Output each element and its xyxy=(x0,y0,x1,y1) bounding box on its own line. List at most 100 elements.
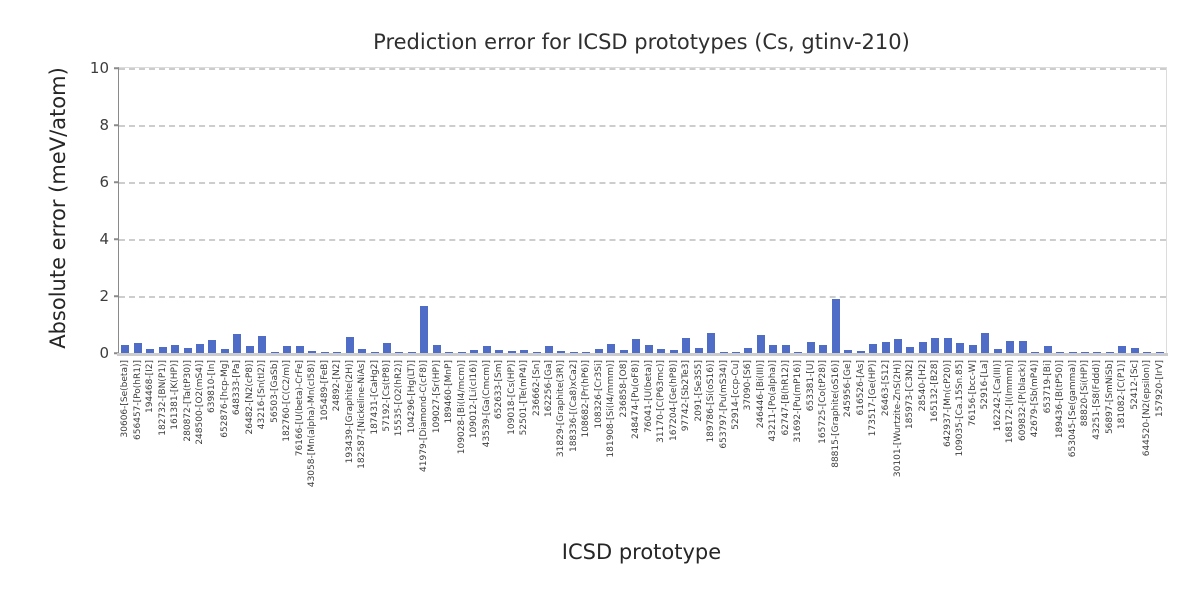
x-tick-label: 43058-[Mn(alpha)-Mn(cI58)] xyxy=(307,360,318,488)
bar xyxy=(532,352,541,353)
x-tick-label: 2091-[Se3S5] xyxy=(693,360,704,422)
x-tick-label: 57192-[Cs(tP8)] xyxy=(381,360,392,432)
y-tick-mark xyxy=(114,181,119,183)
bar xyxy=(482,345,491,353)
y-tick-label: 2 xyxy=(99,287,109,305)
bar xyxy=(171,345,180,353)
gridline-y10 xyxy=(119,68,1166,70)
x-tick-label: 108682-[Pr(hP6)] xyxy=(581,360,592,438)
x-tick-label: 105489-[FeB] xyxy=(319,360,330,422)
bar xyxy=(333,352,342,353)
x-tick-label: 157920-[IrV] xyxy=(1154,360,1165,418)
x-tick-label: 653797-[Pu(mS34)] xyxy=(718,360,729,449)
bar xyxy=(1155,352,1164,353)
x-tick-label: 642937-[Mn(cP20)] xyxy=(942,360,953,447)
y-tick-label: 8 xyxy=(99,116,109,134)
bar xyxy=(382,343,391,353)
bar xyxy=(420,305,429,353)
bar xyxy=(146,348,155,353)
bar xyxy=(607,344,616,353)
x-tick-label: 42679-[Sb(mP4)] xyxy=(1030,360,1041,438)
bar xyxy=(1080,351,1089,353)
x-tick-label: 167204-[Ge(hP8)] xyxy=(668,360,679,442)
bar xyxy=(694,347,703,353)
x-tick-label: 31170-[C(P63mc)] xyxy=(656,360,667,443)
bar xyxy=(968,344,977,353)
bar xyxy=(258,335,267,353)
bar xyxy=(719,351,728,353)
x-tick-label: 616526-[As] xyxy=(855,360,866,416)
y-tick-label: 4 xyxy=(99,230,109,248)
x-tick-label: 28540-[H2] xyxy=(917,360,928,412)
x-tick-label: 165132-[B28] xyxy=(930,360,941,423)
bar xyxy=(1068,351,1077,353)
y-axis-label: Absolute error (meV/atom) xyxy=(46,67,70,349)
bar xyxy=(769,344,778,353)
x-tick-label: 165725-[Co(tP28)] xyxy=(818,360,829,444)
x-tick-label: 30101-[Wurtzite-ZnS(2H)] xyxy=(893,360,904,478)
bar xyxy=(844,349,853,353)
bar xyxy=(1118,346,1127,353)
bar xyxy=(682,337,691,353)
x-tick-label: 609832-[P(black)] xyxy=(1017,360,1028,441)
x-tick-label: 648333-[Pa] xyxy=(232,360,243,416)
bar xyxy=(1056,352,1065,353)
bar xyxy=(744,348,753,353)
x-tick-label: 182760-[C(C2/m)] xyxy=(282,360,293,442)
x-tick-label: 52914-[ccp-Cu] xyxy=(730,360,741,430)
y-tick-mark xyxy=(114,295,119,297)
bar xyxy=(781,345,790,353)
bar xyxy=(233,334,242,353)
bar xyxy=(457,352,466,353)
bar xyxy=(270,352,279,353)
bar xyxy=(993,348,1002,353)
x-tick-label: 189786-[Si(oS16)] xyxy=(706,360,717,443)
bar xyxy=(470,349,479,353)
x-tick-label: 181908-[Si(I4/mmm)] xyxy=(606,360,617,458)
x-tick-label: 173517-[Ge(HP)] xyxy=(868,360,879,437)
chart-title: Prediction error for ICSD prototypes (Cs… xyxy=(373,30,910,54)
x-tick-label: 109012-[Li(cI16)] xyxy=(469,360,480,439)
bar xyxy=(121,345,130,353)
x-tick-label: 644520-[N2(epsilon)] xyxy=(1142,360,1153,457)
bar xyxy=(669,349,678,353)
bar xyxy=(133,343,142,353)
plot-area: 0 2 4 6 8 10 30606-[Se(beta)] 656457-[Po(hR1)]… xyxy=(90,59,1168,487)
bar xyxy=(220,349,229,353)
x-tick-label: 88820-[Si(HP)] xyxy=(1079,360,1090,427)
bar xyxy=(918,341,927,353)
x-tick-label: 26463-[S12] xyxy=(880,360,891,417)
bar xyxy=(395,352,404,353)
x-tick-label: 162242-[Ca(III)] xyxy=(992,360,1003,432)
bar xyxy=(657,349,666,353)
bar xyxy=(407,352,416,353)
x-tick-label: 194468-[I2] xyxy=(145,360,156,414)
y-tick-label: 6 xyxy=(99,173,109,191)
x-tick-label: 248500-[O2(mS4)] xyxy=(195,360,206,445)
bar xyxy=(731,352,740,353)
x-tick-label: 652633-[Sm] xyxy=(494,360,505,420)
x-tick-label: 43251-[S8(Fddd)] xyxy=(1092,360,1103,440)
x-tick-label: 43216-[Sn(tI2)] xyxy=(257,360,268,430)
x-tick-label: 62747-[B(hR12)] xyxy=(780,360,791,436)
y-tick-label: 0 xyxy=(99,344,109,362)
x-tick-label: 109035-[Ca.15Sn.85] xyxy=(955,360,966,457)
x-tick-label: 56503-[GaSb] xyxy=(269,360,280,423)
bar xyxy=(557,351,566,353)
gridline-y2 xyxy=(119,296,1166,298)
x-tick-label: 161381-[K(HP)] xyxy=(170,360,181,430)
x-tick-label: 639810-[In] xyxy=(207,360,218,413)
x-tick-label: 76156-[bcc-W] xyxy=(967,360,978,427)
x-tick-label: 652876-[hcp-Mg] xyxy=(219,360,230,438)
x-tick-label: 76041-[U(beta)] xyxy=(643,360,654,433)
x-tick-label: 52501-[Te(mP4)] xyxy=(519,360,530,436)
gridline-y4 xyxy=(119,239,1166,241)
bar xyxy=(245,345,254,353)
bar xyxy=(445,352,454,353)
x-tick-label: 162256-[Ga] xyxy=(544,360,555,418)
bar xyxy=(869,344,878,353)
bar xyxy=(308,350,317,353)
x-tick-label: 189460-[MnP] xyxy=(444,360,455,424)
bar xyxy=(569,352,578,353)
bar xyxy=(707,333,716,353)
